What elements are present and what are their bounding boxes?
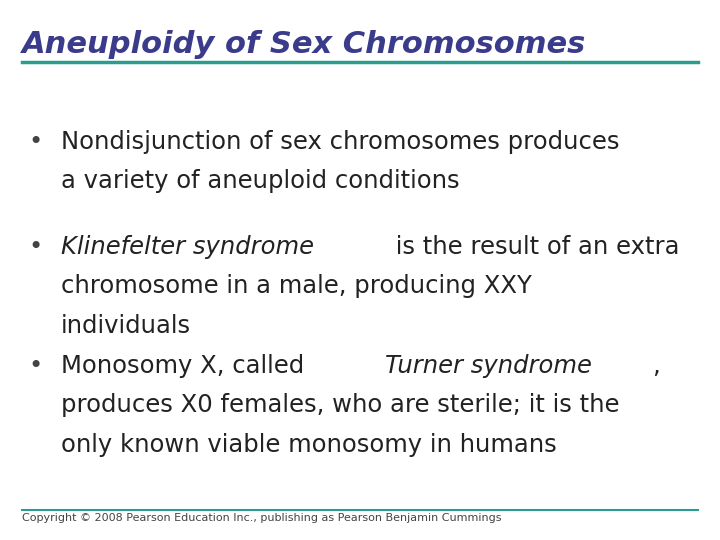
Text: chromosome in a male, producing XXY: chromosome in a male, producing XXY — [61, 274, 532, 298]
Text: is the result of an extra: is the result of an extra — [387, 235, 679, 259]
Text: •: • — [29, 354, 43, 377]
Text: only known viable monosomy in humans: only known viable monosomy in humans — [61, 433, 557, 456]
Text: •: • — [29, 235, 43, 259]
Text: Turner syndrome: Turner syndrome — [385, 354, 592, 377]
Text: ,: , — [652, 354, 660, 377]
Text: •: • — [29, 130, 43, 153]
Text: a variety of aneuploid conditions: a variety of aneuploid conditions — [61, 169, 460, 193]
Text: produces X0 females, who are sterile; it is the: produces X0 females, who are sterile; it… — [61, 393, 620, 417]
Text: Copyright © 2008 Pearson Education Inc., publishing as Pearson Benjamin Cummings: Copyright © 2008 Pearson Education Inc.,… — [22, 513, 501, 523]
Text: Klinefelter syndrome: Klinefelter syndrome — [61, 235, 314, 259]
Text: Aneuploidy of Sex Chromosomes: Aneuploidy of Sex Chromosomes — [22, 30, 586, 59]
Text: individuals: individuals — [61, 314, 192, 338]
Text: Nondisjunction of sex chromosomes produces: Nondisjunction of sex chromosomes produc… — [61, 130, 620, 153]
Text: Monosomy X, called: Monosomy X, called — [61, 354, 312, 377]
